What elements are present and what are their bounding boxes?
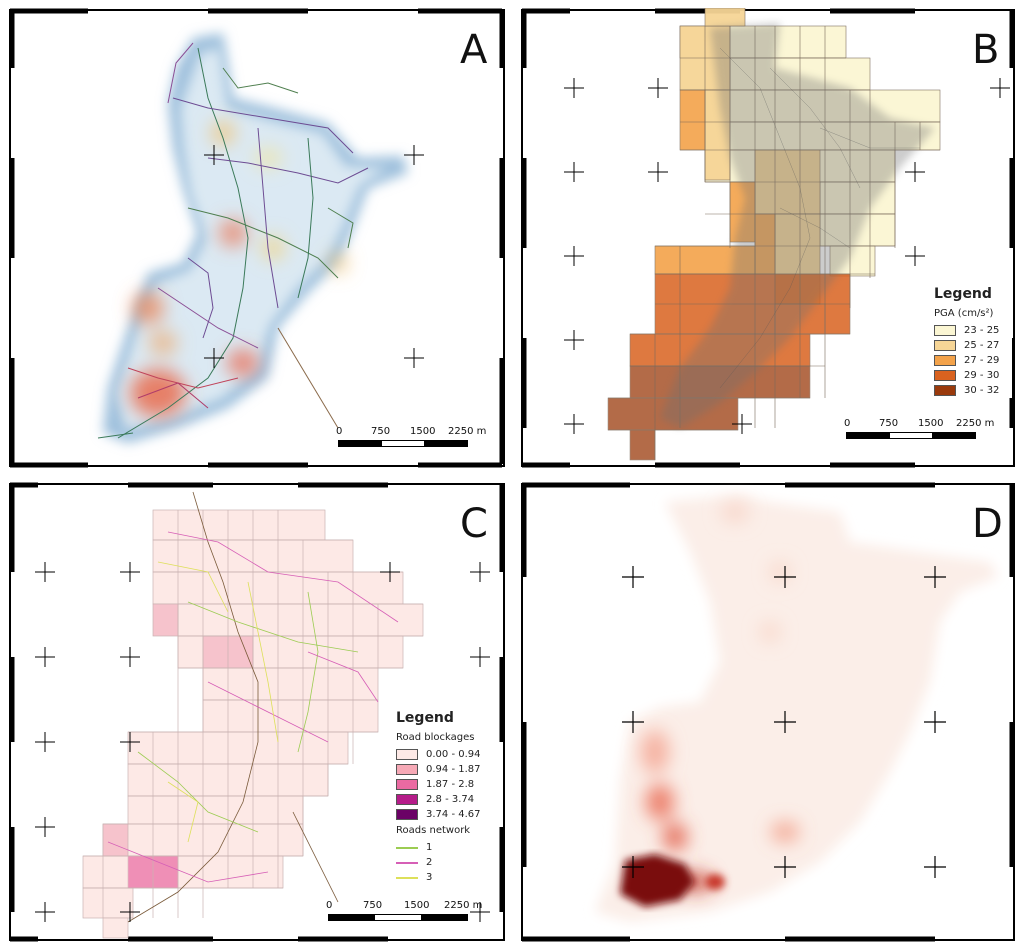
scale-label: 750 [879,418,899,429]
legend-item: 3.74 - 4.67 [396,807,488,822]
legend-swatch [396,809,418,820]
legend-label: 3 [426,872,433,883]
legend-item: 30 - 32 [934,383,1012,398]
legend-item: 23 - 25 [934,323,1012,338]
scale-bar-graphic [338,440,468,447]
panel-a: A 0 750 1500 2250 m [8,8,506,468]
panel-d: D [520,482,1016,944]
legend-swatch [934,340,956,351]
legend-title: Legend [396,710,454,726]
legend-swatch [396,794,418,805]
legend-item: 0.00 - 0.94 [396,747,488,762]
legend-label: 2.8 - 3.74 [426,794,475,805]
legend-subtitle: PGA (cm/s²) [934,308,994,319]
legend-label: 23 - 25 [964,325,1000,336]
legend-label: 30 - 32 [964,385,1000,396]
legend-item: 1 [396,840,488,855]
panel-c: C Legend Road blockages 0.00 - 0.94 0.94… [8,482,506,944]
legend-subtitle: Roads network [396,825,471,836]
scale-bar: 0 750 1500 2250 m [844,418,994,439]
panel-letter: B [972,27,1000,73]
legend-swatch [396,764,418,775]
panel-d-frame [521,482,1015,942]
pga-legend: Legend PGA (cm/s²) 23 - 25 25 - 27 27 - … [934,286,1012,398]
scale-bar: 0 750 1500 2250 m [326,900,482,921]
scale-label: 1500 [404,900,430,911]
legend-label: 3.74 - 4.67 [426,809,481,820]
legend-swatch [934,370,956,381]
legend-swatch [934,385,956,396]
legend-item: 27 - 29 [934,353,1012,368]
legend-label: 1.87 - 2.8 [426,779,475,790]
scale-label: 2250 m [448,426,487,437]
legend-label: 2 [426,857,433,868]
legend-line [396,861,418,864]
scale-label: 750 [371,426,391,437]
legend-swatch [396,749,418,760]
legend-label: 0.00 - 0.94 [426,749,481,760]
legend-swatch [934,325,956,336]
scale-label: 0 [844,418,851,429]
legend-label: 0.94 - 1.87 [426,764,481,775]
scale-label: 2250 m [444,900,483,911]
legend-swatch [934,355,956,366]
scale-bar-graphic [846,432,976,439]
panel-letter: C [460,501,488,547]
scale-bar-graphic [328,914,468,921]
legend-item: 29 - 30 [934,368,1012,383]
road-blockage-legend: Legend Road blockages 0.00 - 0.94 0.94 -… [396,710,488,885]
legend-item: 0.94 - 1.87 [396,762,488,777]
scale-label: 0 [326,900,333,911]
legend-label: 1 [426,842,433,853]
panel-a-frame [9,8,505,468]
legend-item: 2.8 - 3.74 [396,792,488,807]
legend-line [396,846,418,849]
legend-item: 25 - 27 [934,338,1012,353]
legend-line [396,876,418,879]
panel-letter: D [972,501,1003,547]
panel-letter: A [460,27,488,73]
legend-label: 25 - 27 [964,340,1000,351]
legend-label: 29 - 30 [964,370,1000,381]
scale-label: 1500 [410,426,436,437]
legend-label: 27 - 29 [964,355,1000,366]
panel-b-frame [521,8,1015,468]
scale-label: 2250 m [956,418,995,429]
scale-label: 750 [363,900,383,911]
legend-subtitle: Road blockages [396,732,475,743]
legend-item: 2 [396,855,488,870]
scale-label: 0 [336,426,343,437]
legend-item: 3 [396,870,488,885]
scale-label: 1500 [918,418,944,429]
legend-title: Legend [934,286,992,302]
legend-swatch [396,779,418,790]
legend-item: 1.87 - 2.8 [396,777,488,792]
scale-bar: 0 750 1500 2250 m [336,426,486,447]
panel-b: B Legend PGA (cm/s²) 23 - 25 25 - 27 27 … [520,8,1016,468]
